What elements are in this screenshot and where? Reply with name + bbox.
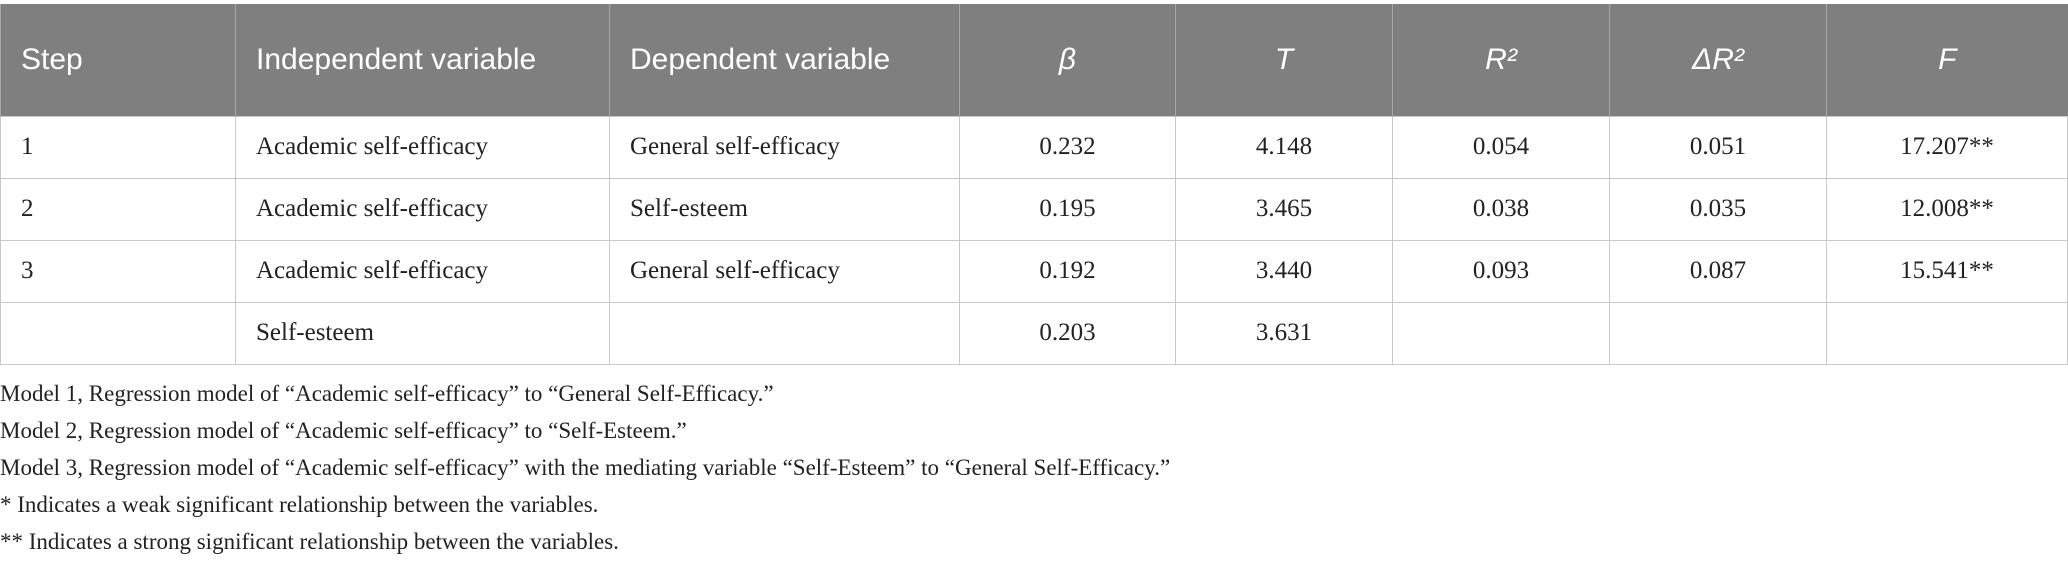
table-cell: General self-efficacy [609, 239, 960, 303]
table-cell: 15.541** [1826, 239, 2068, 303]
table-row: Self-esteem 0.203 3.631 [0, 301, 2068, 365]
table-cell: Self-esteem [609, 177, 960, 241]
table-cell: 0.087 [1609, 239, 1827, 303]
note-line: ** Indicates a strong significant relati… [0, 529, 619, 554]
table-cell: 2 [0, 177, 236, 241]
header-cell: F [1826, 4, 2068, 116]
table-cell: 17.207** [1826, 115, 2068, 179]
table-cell [1826, 301, 2068, 365]
notes: Model 1, Regression model of “Academic s… [0, 375, 1170, 560]
note-line: * Indicates a weak significant relations… [0, 492, 599, 517]
header-cell: Dependent variable [609, 4, 960, 116]
header-cell: Independent variable [235, 4, 610, 116]
table-cell: Self-esteem [235, 301, 610, 365]
note-line: Model 1, Regression model of “Academic s… [0, 381, 774, 406]
table-cell [0, 301, 236, 365]
table-cell [1609, 301, 1827, 365]
table-cell: 0.232 [959, 115, 1176, 179]
table-cell: 0.035 [1609, 177, 1827, 241]
table-cell: 3.631 [1175, 301, 1393, 365]
table-cell [1392, 301, 1610, 365]
table-row: 3 Academic self-efficacy General self-effi… [0, 239, 2068, 303]
header-cell: Step [0, 4, 236, 116]
table-cell: 0.054 [1392, 115, 1610, 179]
table-cell: 0.093 [1392, 239, 1610, 303]
table-row: 2 Academic self-efficacy Self-esteem 0.195 3… [0, 177, 2068, 241]
note-line: Model 2, Regression model of “Academic s… [0, 418, 687, 443]
table-cell: 0.195 [959, 177, 1176, 241]
header-cell: R² [1392, 4, 1610, 116]
table-cell: 3.440 [1175, 239, 1393, 303]
table-cell: 0.192 [959, 239, 1176, 303]
header-cell: ΔR² [1609, 4, 1827, 116]
header-cell: β [959, 4, 1176, 116]
table-cell: 0.038 [1392, 177, 1610, 241]
table-cell: Academic self-efficacy [235, 239, 610, 303]
table-cell: 3 [0, 239, 236, 303]
table-cell: 3.465 [1175, 177, 1393, 241]
table-cell: 4.148 [1175, 115, 1393, 179]
table-cell: 0.203 [959, 301, 1176, 365]
table-cell: 12.008** [1826, 177, 2068, 241]
header-row: Step Independent variable Dependent variab… [0, 4, 2068, 116]
regression-table: Step Independent variable Dependent variab… [0, 4, 2068, 365]
table-cell: 0.051 [1609, 115, 1827, 179]
table-row: 1 Academic self-efficacy General self-effi… [0, 115, 2068, 179]
note-line: Model 3, Regression model of “Academic s… [0, 455, 1171, 480]
header-cell: T [1175, 4, 1393, 116]
table-body: 1 Academic self-efficacy General self-effi… [0, 115, 2068, 365]
table-cell [609, 301, 960, 365]
table-cell: 1 [0, 115, 236, 179]
table-cell: Academic self-efficacy [235, 115, 610, 179]
table-cell: General self-efficacy [609, 115, 960, 179]
table-cell: Academic self-efficacy [235, 177, 610, 241]
